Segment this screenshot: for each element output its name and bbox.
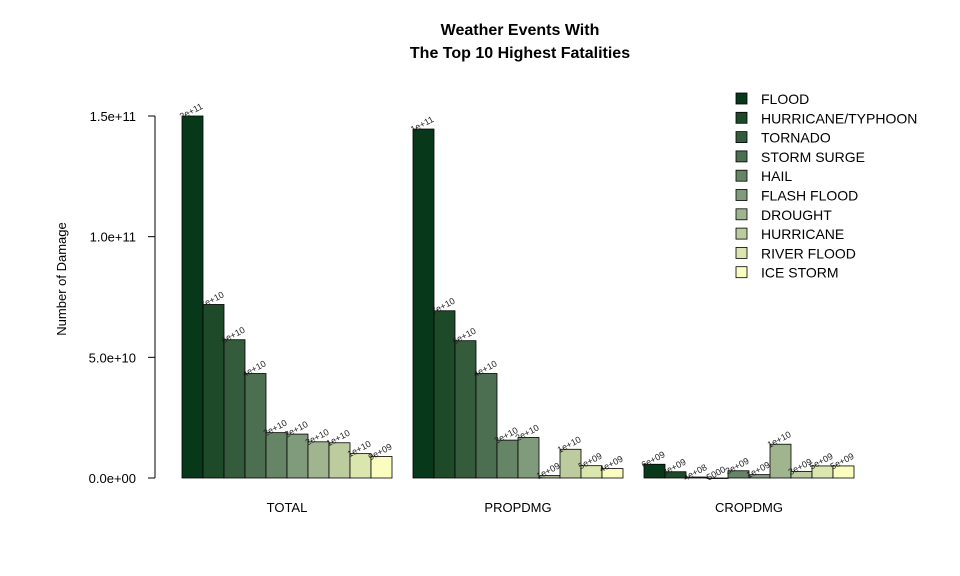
legend-swatch: [735, 227, 748, 240]
legend-swatch: [735, 208, 748, 221]
bar: [559, 448, 582, 479]
legend-swatch: [735, 266, 748, 279]
y-tick-label: 1.5e+11: [90, 109, 136, 124]
y-tick-label: 5.0e+10: [89, 350, 136, 365]
bar: [643, 463, 666, 479]
legend-label: RIVER FLOOD: [761, 245, 856, 261]
bar: [244, 373, 267, 479]
chart-title: Weather Events With: [441, 22, 600, 39]
y-axis: 0.0e+00 5.0e+10 1.0e+11 1.5e+11: [89, 109, 156, 486]
bars: 2e+117e+106e+104e+102e+102e+102e+101e+10…: [178, 101, 856, 483]
bar: [601, 468, 624, 479]
group-label: PROPDMG: [484, 500, 551, 515]
legend-label: STORM SURGE: [761, 149, 865, 165]
legend-label: HURRICANE: [761, 226, 844, 242]
bar: [328, 442, 351, 479]
bar: [181, 115, 204, 479]
legend-swatch: [735, 246, 748, 259]
legend-swatch: [735, 169, 748, 182]
legend-swatch: [735, 150, 748, 163]
bar: [307, 441, 330, 479]
chart-subtitle: The Top 10 Highest Fatalities: [410, 45, 630, 62]
bar: [454, 340, 477, 479]
bar: [265, 432, 288, 479]
bar: [496, 439, 519, 479]
bar: [223, 339, 246, 479]
legend-label: ICE STORM: [761, 265, 839, 281]
group-labels: TOTAL PROPDMG CROPDMG: [267, 500, 783, 515]
legend-label: DROUGHT: [761, 207, 832, 223]
group-label: CROPDMG: [715, 500, 783, 515]
y-tick-label: 1.0e+11: [90, 230, 136, 245]
bar: [685, 476, 708, 479]
bar: [412, 128, 435, 479]
legend-label: FLASH FLOOD: [761, 188, 858, 204]
bar: [202, 304, 225, 479]
bar: [517, 437, 540, 479]
bar: [769, 443, 792, 479]
legend-label: HURRICANE/TYPHOON: [761, 110, 917, 126]
legend: FLOOD HURRICANE/TYPHOON TORNADO STORM SURGE…: [735, 91, 917, 281]
legend-label: HAIL: [761, 168, 792, 184]
y-axis-label: Number of Damage: [54, 222, 69, 335]
legend-label: FLOOD: [761, 91, 809, 107]
bar: [370, 456, 393, 479]
legend-swatch: [735, 111, 748, 124]
group-label: TOTAL: [267, 500, 308, 515]
bar: [664, 471, 687, 479]
legend-swatch: [735, 131, 748, 144]
legend-swatch: [735, 92, 748, 105]
bar: [475, 373, 498, 479]
bar: [832, 465, 855, 479]
y-tick-label: 0.0e+00: [89, 471, 136, 486]
legend-swatch: [735, 189, 748, 201]
legend-label: TORNADO: [761, 130, 831, 146]
